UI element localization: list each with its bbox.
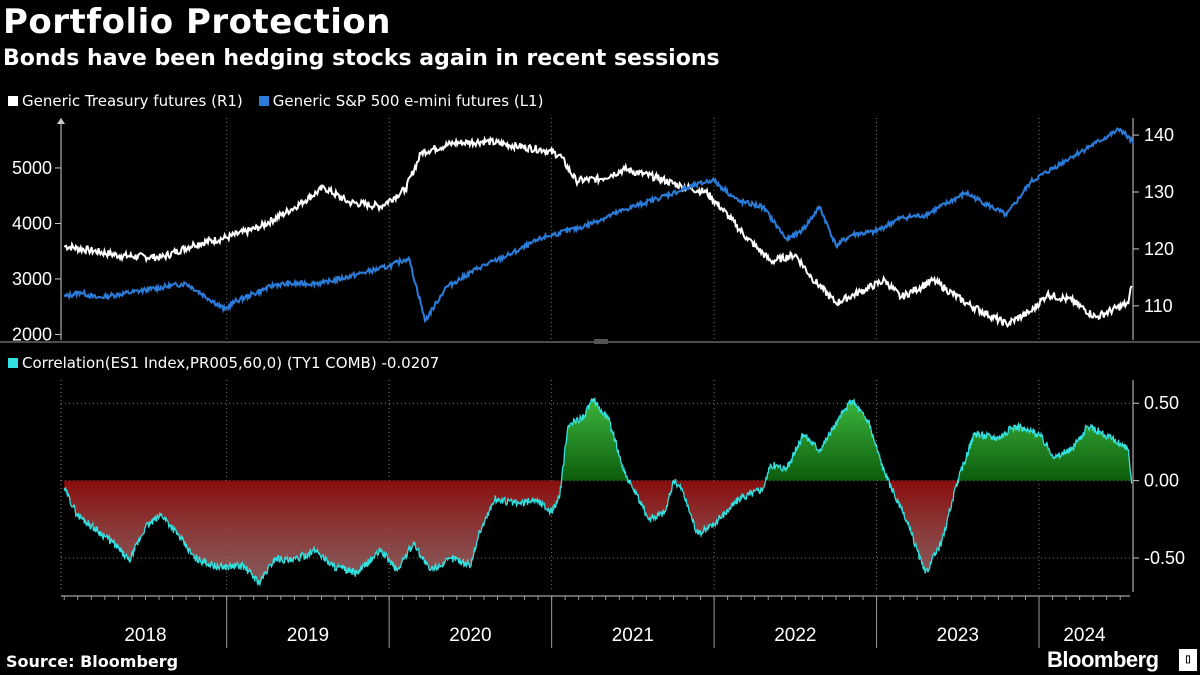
- series-layer: [63, 127, 1135, 587]
- x-axis-year-label: 2019: [287, 625, 329, 646]
- left-axis-tick-label: 3000: [12, 269, 52, 289]
- right-axis-tick-label: 130: [1144, 182, 1174, 202]
- right-axis-tick-label: 120: [1144, 239, 1174, 259]
- correlation-legend-swatch: [8, 358, 18, 368]
- treasury-futures-line: [64, 135, 1133, 329]
- source-note: Source: Bloomberg: [6, 652, 179, 671]
- upper-axes: 5000 4000 3000 2000 140 130 120 110: [12, 118, 1174, 344]
- lower-axes: 0.50 0.00 -0.50: [60, 380, 1185, 592]
- correlation-positive-area: [64, 398, 1132, 481]
- left-axis-tick-label: 4000: [12, 213, 52, 233]
- correlation-line: [63, 396, 1133, 587]
- chart-subtitle: Bonds have been hedging stocks again in …: [3, 46, 720, 71]
- spx-legend-label: Generic S&P 500 e-mini futures (L1): [272, 92, 544, 110]
- panel-divider-handle: [594, 339, 608, 344]
- left-axis-tick-label: 2000: [12, 324, 52, 344]
- treasury-legend-label: Generic Treasury futures (R1): [22, 92, 243, 110]
- correlation-axis-tick-label: 0.50: [1144, 393, 1179, 413]
- spx-legend-swatch: [258, 96, 269, 106]
- right-axis-tick-label: 140: [1144, 125, 1174, 145]
- left-axis-tick-label: 5000: [12, 158, 52, 178]
- x-axis-year-label: 2018: [124, 625, 166, 646]
- correlation-axis-tick-label: 0.00: [1144, 471, 1179, 491]
- x-axis-year-label: 2024: [1063, 625, 1106, 646]
- x-axis: 2018 2019 2020 2021 2022 2023 2024: [61, 595, 1130, 648]
- left-axis-arrow: [57, 118, 65, 124]
- spx-futures-line: [63, 127, 1135, 324]
- lower-legend: Correlation(ES1 Index,PR005,60,0) (TY1 C…: [8, 354, 439, 372]
- bloomberg-logo-mark: ▯: [1179, 649, 1197, 671]
- treasury-legend-swatch: [8, 96, 18, 106]
- correlation-legend-label: Correlation(ES1 Index,PR005,60,0) (TY1 C…: [22, 354, 440, 372]
- correlation-axis-tick-label: -0.50: [1144, 548, 1185, 568]
- x-axis-year-label: 2023: [937, 625, 979, 646]
- x-axis-year-label: 2021: [612, 625, 654, 646]
- right-axis-tick-label: 110: [1144, 296, 1173, 316]
- upper-legend: Generic Treasury futures (R1) Generic S&…: [8, 92, 543, 110]
- x-axis-year-label: 2022: [774, 625, 816, 646]
- bloomberg-logo: Bloomberg: [1047, 647, 1159, 672]
- x-axis-year-label: 2020: [449, 625, 491, 646]
- correlation-negative-area: [64, 480, 1132, 586]
- chart-title: Portfolio Protection: [3, 2, 391, 42]
